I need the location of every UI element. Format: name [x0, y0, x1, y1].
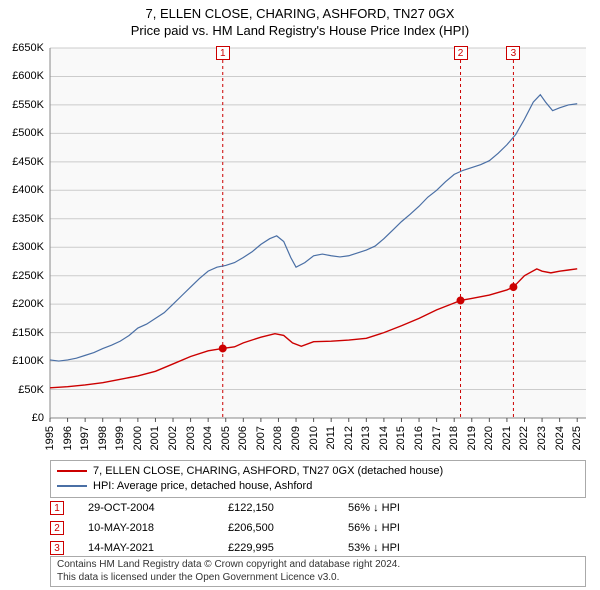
legend: 7, ELLEN CLOSE, CHARING, ASHFORD, TN27 0… — [50, 460, 586, 498]
x-tick-label: 1996 — [62, 426, 74, 450]
x-tick-label: 2005 — [220, 426, 232, 450]
x-tick-label: 1997 — [79, 426, 91, 450]
y-tick-label: £400K — [12, 184, 44, 196]
x-tick-label: 2006 — [237, 426, 249, 450]
event-badge: 3 — [50, 541, 64, 555]
x-tick-label: 1995 — [44, 426, 56, 450]
legend-row: HPI: Average price, detached house, Ashf… — [57, 479, 579, 494]
event-dot-1 — [219, 345, 226, 352]
event-hpi-delta: 53% ↓ HPI — [348, 542, 400, 554]
x-tick-label: 2012 — [343, 426, 355, 450]
y-tick-label: £300K — [12, 241, 44, 253]
event-row: 2 10-MAY-2018£206,50056% ↓ HPI — [50, 518, 586, 538]
event-date: 14-MAY-2021 — [88, 542, 228, 554]
events-table: 1 29-OCT-2004£122,15056% ↓ HPI 2 10-MAY-201… — [50, 498, 586, 558]
event-marker-badge-2: 2 — [454, 46, 468, 60]
legend-swatch — [57, 485, 87, 487]
event-price: £206,500 — [228, 522, 348, 534]
x-tick-label: 2004 — [202, 426, 214, 450]
y-tick-label: £550K — [12, 99, 44, 111]
x-tick-label: 2002 — [167, 426, 179, 450]
chart-svg — [50, 48, 586, 418]
x-tick-label: 1998 — [97, 426, 109, 450]
event-marker-badge-1: 1 — [216, 46, 230, 60]
event-marker-badge-3: 3 — [506, 46, 520, 60]
event-price: £229,995 — [228, 542, 348, 554]
y-tick-label: £450K — [12, 156, 44, 168]
footer-line1: Contains HM Land Registry data © Crown c… — [57, 559, 579, 572]
legend-swatch — [57, 470, 87, 472]
event-badge: 1 — [50, 501, 64, 515]
plot-area: 1 2 3 — [50, 48, 586, 418]
footer-attribution: Contains HM Land Registry data © Crown c… — [50, 556, 586, 587]
y-tick-label: £200K — [12, 298, 44, 310]
x-tick-label: 2020 — [483, 426, 495, 450]
x-tick-label: 2008 — [272, 426, 284, 450]
y-tick-label: £150K — [12, 327, 44, 339]
footer-line2: This data is licensed under the Open Gov… — [57, 572, 579, 585]
title-line2: Price paid vs. HM Land Registry's House … — [0, 23, 600, 40]
series-hpi — [50, 95, 577, 361]
title-block: 7, ELLEN CLOSE, CHARING, ASHFORD, TN27 0… — [0, 0, 600, 40]
event-row: 1 29-OCT-2004£122,15056% ↓ HPI — [50, 498, 586, 518]
x-tick-label: 2013 — [360, 426, 372, 450]
event-row: 3 14-MAY-2021£229,99553% ↓ HPI — [50, 538, 586, 558]
x-tick-label: 2000 — [132, 426, 144, 450]
event-price: £122,150 — [228, 502, 348, 514]
x-tick-label: 2017 — [431, 426, 443, 450]
x-tick-label: 2015 — [395, 426, 407, 450]
x-tick-label: 2019 — [466, 426, 478, 450]
y-axis-labels: £0£50K£100K£150K£200K£250K£300K£350K£400… — [0, 48, 48, 418]
x-tick-label: 2025 — [571, 426, 583, 450]
event-dot-2 — [457, 297, 464, 304]
event-date: 10-MAY-2018 — [88, 522, 228, 534]
x-tick-label: 2024 — [554, 426, 566, 450]
y-tick-label: £50K — [18, 384, 44, 396]
y-tick-label: £250K — [12, 270, 44, 282]
y-tick-label: £100K — [12, 355, 44, 367]
x-tick-label: 2014 — [378, 426, 390, 450]
event-date: 29-OCT-2004 — [88, 502, 228, 514]
x-tick-label: 2009 — [290, 426, 302, 450]
x-tick-label: 2021 — [501, 426, 513, 450]
x-tick-label: 2022 — [518, 426, 530, 450]
x-tick-label: 2023 — [536, 426, 548, 450]
legend-label: 7, ELLEN CLOSE, CHARING, ASHFORD, TN27 0… — [93, 464, 443, 479]
x-tick-label: 2003 — [185, 426, 197, 450]
y-tick-label: £650K — [12, 42, 44, 54]
x-tick-label: 2007 — [255, 426, 267, 450]
x-tick-label: 2018 — [448, 426, 460, 450]
x-tick-label: 2001 — [149, 426, 161, 450]
chart-container: 7, ELLEN CLOSE, CHARING, ASHFORD, TN27 0… — [0, 0, 600, 590]
event-hpi-delta: 56% ↓ HPI — [348, 522, 400, 534]
title-line1: 7, ELLEN CLOSE, CHARING, ASHFORD, TN27 0… — [0, 6, 600, 23]
y-tick-label: £500K — [12, 127, 44, 139]
event-hpi-delta: 56% ↓ HPI — [348, 502, 400, 514]
x-tick-label: 2011 — [325, 426, 337, 450]
event-badge: 2 — [50, 521, 64, 535]
legend-label: HPI: Average price, detached house, Ashf… — [93, 479, 312, 494]
series-price_paid — [50, 269, 577, 388]
y-tick-label: £600K — [12, 70, 44, 82]
event-dot-3 — [510, 284, 517, 291]
legend-row: 7, ELLEN CLOSE, CHARING, ASHFORD, TN27 0… — [57, 464, 579, 479]
x-axis-labels: 1995199619971998199920002001200220032004… — [50, 420, 586, 456]
y-tick-label: £0 — [32, 412, 44, 424]
x-tick-label: 2016 — [413, 426, 425, 450]
y-tick-label: £350K — [12, 213, 44, 225]
x-tick-label: 2010 — [308, 426, 320, 450]
x-tick-label: 1999 — [114, 426, 126, 450]
